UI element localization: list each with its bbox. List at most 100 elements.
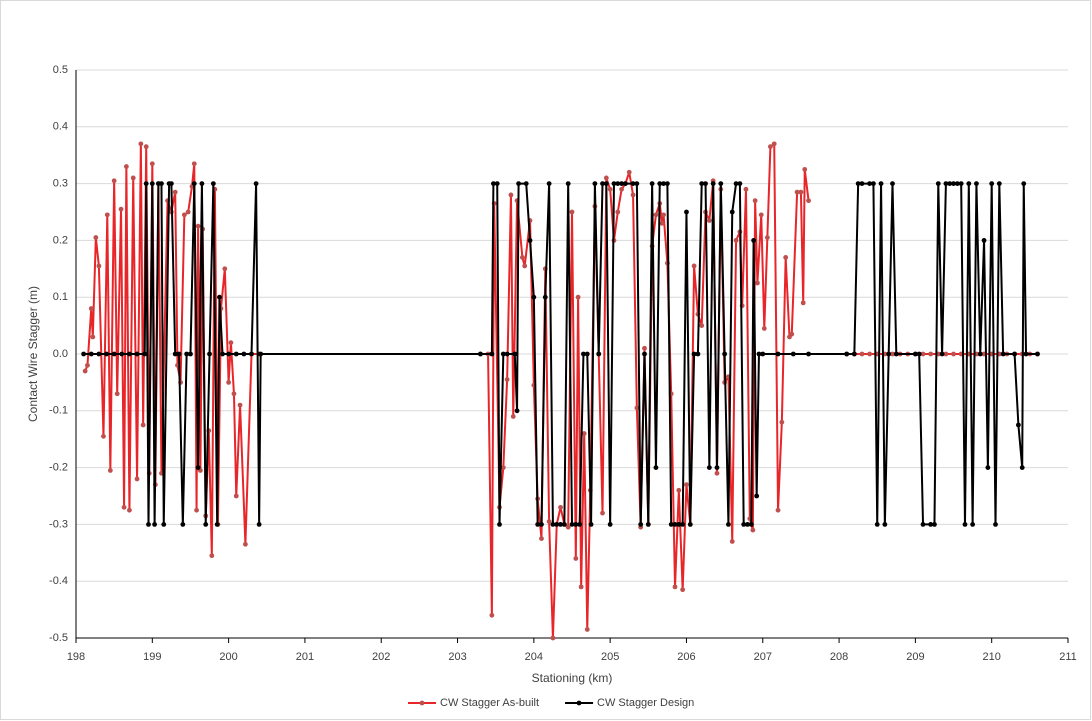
point — [800, 300, 806, 306]
point — [768, 144, 773, 150]
x-tick-label: 209 — [906, 651, 924, 663]
point — [699, 323, 705, 328]
point — [947, 181, 953, 187]
x-tick-label: 204 — [525, 651, 543, 663]
point — [138, 141, 144, 147]
point — [531, 294, 537, 300]
point — [703, 181, 708, 187]
x-tick-label: 208 — [830, 651, 848, 663]
point — [642, 345, 647, 351]
point — [751, 238, 757, 243]
x-axis-title: Stationing (km) — [532, 671, 613, 685]
point — [123, 164, 129, 169]
point — [180, 522, 186, 527]
point — [550, 635, 556, 641]
point — [573, 556, 579, 561]
point — [659, 220, 665, 226]
point — [874, 522, 880, 527]
point — [996, 181, 1002, 187]
x-tick-label: 201 — [296, 651, 314, 663]
point — [111, 178, 117, 184]
point — [546, 181, 552, 187]
point — [928, 351, 934, 357]
point — [542, 294, 548, 300]
x-tick-label: 206 — [677, 651, 695, 663]
point — [1023, 351, 1029, 357]
point — [939, 351, 945, 357]
point — [111, 351, 117, 357]
point — [676, 522, 682, 527]
point — [806, 351, 811, 357]
point — [210, 181, 216, 187]
point — [603, 175, 609, 181]
point — [687, 522, 693, 527]
point — [181, 212, 187, 218]
point — [859, 351, 865, 357]
point — [893, 351, 899, 357]
x-tick-label: 199 — [143, 651, 161, 663]
y-tick-label: 0.5 — [53, 64, 68, 76]
point — [672, 522, 678, 527]
point — [584, 627, 590, 632]
point — [121, 504, 127, 510]
x-tick-label: 210 — [983, 651, 1001, 663]
point — [81, 351, 87, 357]
point — [1019, 465, 1025, 470]
point — [489, 351, 495, 357]
point — [706, 465, 712, 470]
legend-label: CW Stagger As-built — [440, 697, 539, 709]
point — [634, 181, 640, 187]
point — [258, 351, 264, 357]
y-tick-label: 0.4 — [53, 121, 68, 133]
point — [775, 507, 781, 513]
point — [600, 181, 605, 187]
point — [871, 181, 876, 187]
point — [581, 351, 586, 357]
point — [565, 181, 571, 187]
point — [127, 351, 132, 357]
point — [790, 351, 796, 357]
x-tick-label: 205 — [601, 651, 619, 663]
point — [680, 587, 686, 593]
point — [714, 465, 720, 470]
point — [523, 181, 529, 187]
point — [958, 181, 964, 187]
point — [514, 408, 520, 414]
point — [588, 522, 594, 527]
point — [642, 351, 647, 357]
point — [657, 181, 663, 187]
point — [134, 351, 140, 357]
x-tick-label: 207 — [754, 651, 772, 663]
point — [737, 181, 743, 187]
point — [88, 306, 94, 311]
point — [607, 186, 613, 192]
point — [951, 351, 956, 357]
point — [764, 235, 770, 240]
point — [228, 340, 234, 346]
point — [195, 465, 201, 470]
point — [101, 433, 106, 439]
point — [149, 161, 155, 167]
point — [512, 351, 518, 357]
point — [706, 218, 712, 223]
point — [114, 391, 120, 397]
point — [733, 238, 739, 243]
point — [233, 351, 239, 357]
point — [1000, 351, 1006, 357]
point — [729, 539, 735, 544]
point — [243, 541, 248, 547]
legend-marker — [419, 700, 425, 706]
point — [494, 181, 500, 187]
point — [755, 280, 760, 286]
point — [508, 192, 514, 198]
point — [168, 181, 174, 187]
point — [878, 181, 884, 187]
y-tick-label: 0.3 — [53, 178, 68, 190]
point — [554, 522, 560, 527]
point — [118, 206, 124, 212]
point — [783, 255, 789, 260]
point — [96, 351, 102, 357]
point — [954, 181, 960, 187]
point — [195, 223, 201, 229]
legend-marker — [576, 700, 582, 706]
